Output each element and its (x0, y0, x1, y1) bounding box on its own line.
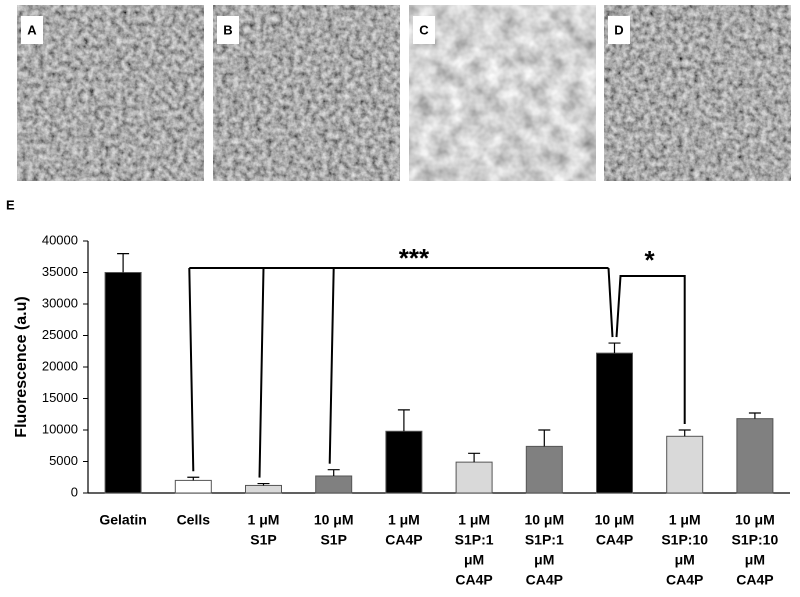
y-tick-label: 20000 (42, 358, 78, 373)
x-tick-label: 10 μM (595, 512, 635, 528)
y-axis-label: Fluorescence (a.u) (13, 296, 30, 437)
error-bar (608, 342, 621, 354)
y-tick-label: 25000 (42, 327, 78, 342)
x-tick-label: μM (464, 552, 484, 568)
x-tick-label: μM (534, 552, 554, 568)
x-tick-label: CA4P (596, 532, 633, 548)
x-tick-label: CA4P (526, 572, 563, 588)
error-bar (257, 482, 270, 486)
x-tick-label: μM (675, 552, 695, 568)
x-tick-label: 10 μM (735, 512, 775, 528)
significance-bracket (615, 275, 686, 424)
bar (596, 352, 633, 494)
y-tick-label: 40000 (42, 232, 78, 247)
bar (174, 479, 212, 494)
significance-bracket (188, 267, 614, 478)
x-tick-label: CA4P (666, 572, 703, 588)
significance-label: *** (399, 243, 430, 273)
micrograph (17, 5, 204, 181)
y-tick-label: 15000 (42, 390, 78, 405)
panel-label: D (614, 22, 623, 37)
x-tick-label: Gelatin (99, 512, 146, 528)
micrograph (409, 5, 596, 181)
bar (666, 435, 704, 494)
significance-label: * (645, 245, 656, 275)
panel-label-box (217, 16, 239, 44)
error-bar (538, 429, 551, 447)
bar (315, 475, 353, 494)
x-tick-label: S1P:1 (455, 532, 494, 548)
panel-label-box (21, 16, 43, 44)
y-tick-label: 0 (71, 484, 78, 499)
panel-label: B (223, 22, 232, 37)
x-tick-label: μM (745, 552, 765, 568)
bar (736, 418, 774, 494)
error-bar (468, 452, 481, 463)
bar (104, 272, 142, 494)
x-tick-label: S1P:1 (525, 532, 564, 548)
panel-label-box (413, 16, 435, 44)
panel-label: C (419, 22, 429, 37)
x-tick-label: CA4P (736, 572, 773, 588)
error-bar (187, 476, 200, 481)
error-bar (117, 253, 130, 273)
x-tick-label: 1 μM (248, 512, 280, 528)
bar (455, 461, 493, 494)
bar (525, 445, 563, 494)
panel-label: E (6, 197, 15, 212)
x-tick-label: CA4P (385, 532, 422, 548)
error-bar (678, 429, 691, 437)
x-tick-label: 1 μM (669, 512, 701, 528)
x-tick-label: S1P (250, 532, 276, 548)
micrograph (213, 5, 400, 181)
y-tick-label: 5000 (49, 453, 78, 468)
panel-label-box (608, 16, 630, 44)
error-bar (327, 469, 340, 476)
bar (385, 430, 423, 494)
x-tick-label: S1P (320, 532, 346, 548)
bar (245, 484, 282, 494)
micrograph (604, 5, 791, 181)
error-bar (397, 409, 410, 432)
x-tick-label: S1P:10 (732, 532, 779, 548)
panel-label: A (27, 22, 37, 37)
x-tick-label: 1 μM (458, 512, 490, 528)
x-tick-label: 1 μM (388, 512, 420, 528)
y-tick-label: 30000 (42, 295, 78, 310)
y-tick-label: 35000 (42, 264, 78, 279)
y-tick-label: 10000 (42, 421, 78, 436)
x-tick-label: 10 μM (524, 512, 564, 528)
x-tick-label: CA4P (455, 572, 492, 588)
error-bar (748, 412, 761, 419)
x-tick-label: S1P:10 (661, 532, 708, 548)
image-panels: A B C D (17, 5, 791, 181)
x-tick-label: Cells (177, 512, 211, 528)
x-tick-label: 10 μM (314, 512, 354, 528)
